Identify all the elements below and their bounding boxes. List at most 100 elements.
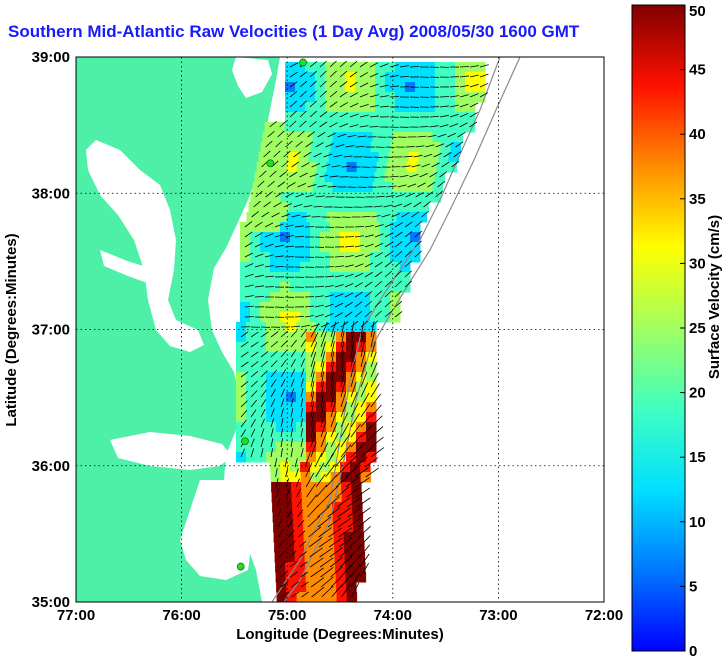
velocity-arrow bbox=[349, 81, 358, 88]
velocity-arrow bbox=[350, 573, 360, 588]
colorbar-tick-label: 25 bbox=[689, 320, 706, 337]
velocity-arrow bbox=[296, 488, 302, 498]
velocity-arrow bbox=[270, 379, 277, 388]
colorbar-tick-label: 0 bbox=[689, 643, 697, 659]
velocity-arrow bbox=[291, 161, 300, 168]
velocity-arrow bbox=[350, 320, 359, 328]
velocity-cell bbox=[300, 462, 311, 473]
velocity-cell bbox=[291, 492, 303, 503]
velocity-arrow bbox=[336, 486, 350, 498]
velocity-arrow bbox=[315, 195, 325, 198]
velocity-arrow bbox=[404, 240, 413, 248]
velocity-arrow bbox=[306, 494, 318, 508]
velocity-arrow bbox=[287, 130, 295, 138]
velocity-arrow bbox=[360, 562, 369, 578]
velocity-arrow bbox=[260, 351, 269, 358]
velocity-arrow bbox=[273, 202, 282, 208]
velocity-arrow bbox=[289, 81, 298, 88]
velocity-cell bbox=[274, 542, 285, 553]
velocity-arrow bbox=[319, 70, 327, 78]
velocity-cell bbox=[306, 362, 317, 373]
velocity-arrow bbox=[240, 341, 249, 348]
velocity-cell bbox=[296, 352, 307, 363]
velocity-arrow bbox=[320, 442, 329, 458]
velocity-cell bbox=[346, 362, 357, 373]
velocity-cell bbox=[326, 342, 337, 353]
velocity-arrow bbox=[270, 331, 279, 338]
chart-title: Southern Mid-Atlantic Raw Velocities (1 … bbox=[8, 22, 580, 41]
colorbar-tick-label: 30 bbox=[689, 255, 706, 272]
velocity-cell bbox=[256, 432, 267, 443]
velocity-arrow bbox=[309, 90, 317, 98]
velocity-cell bbox=[296, 372, 307, 383]
velocity-arrow bbox=[339, 112, 349, 118]
velocity-arrow bbox=[240, 448, 245, 458]
velocity-arrow bbox=[299, 561, 308, 568]
velocity-cell bbox=[366, 332, 377, 343]
velocity-arrow bbox=[305, 194, 315, 198]
velocity-arrow bbox=[308, 537, 323, 548]
velocity-arrow bbox=[374, 233, 384, 238]
grid-lines bbox=[76, 57, 604, 602]
velocity-arrow bbox=[279, 120, 287, 128]
velocity-arrow bbox=[374, 280, 383, 288]
velocity-cell bbox=[316, 372, 327, 383]
velocity-cell bbox=[346, 442, 357, 453]
y-tick-label: 38:00 bbox=[32, 185, 70, 202]
velocity-cell bbox=[336, 372, 347, 383]
velocity-arrow bbox=[280, 438, 283, 448]
velocity-arrow bbox=[411, 211, 420, 218]
velocity-arrow bbox=[340, 321, 349, 328]
velocity-arrow bbox=[334, 293, 344, 298]
velocity-arrow bbox=[339, 81, 348, 88]
velocity-arrow bbox=[344, 245, 354, 248]
velocity-cell bbox=[316, 442, 327, 453]
velocity-arrow bbox=[319, 547, 334, 558]
velocity-cell bbox=[302, 502, 313, 513]
velocity-arrow bbox=[286, 498, 292, 508]
velocity-arrow bbox=[280, 340, 288, 348]
velocity-arrow bbox=[319, 60, 327, 68]
velocity-arrow bbox=[404, 280, 413, 288]
velocity-arrow bbox=[264, 265, 274, 268]
velocity-cell bbox=[354, 552, 366, 563]
velocity-arrow bbox=[355, 146, 365, 148]
velocity-cell bbox=[346, 582, 357, 593]
velocity-arrow bbox=[354, 272, 364, 278]
velocity-arrow bbox=[355, 477, 370, 488]
velocity-arrow bbox=[318, 527, 332, 538]
albemarle-sound bbox=[110, 432, 232, 470]
velocity-arrow bbox=[299, 172, 308, 178]
velocity-arrow bbox=[404, 221, 413, 228]
velocity-arrow bbox=[327, 507, 341, 518]
velocity-arrow bbox=[374, 224, 384, 228]
velocity-arrow bbox=[445, 142, 454, 148]
velocity-arrow bbox=[403, 155, 413, 158]
velocity-arrow bbox=[315, 463, 325, 478]
velocity-cell bbox=[296, 342, 307, 353]
velocity-cell bbox=[296, 362, 307, 373]
velocity-arrow bbox=[280, 378, 286, 388]
velocity-arrow bbox=[469, 102, 479, 108]
velocity-arrow bbox=[299, 90, 307, 98]
velocity-cell bbox=[292, 512, 304, 523]
velocity-arrow bbox=[394, 311, 403, 318]
velocity-arrow bbox=[265, 191, 273, 198]
velocity-arrow bbox=[323, 153, 333, 158]
velocity-arrow bbox=[309, 547, 323, 558]
velocity-arrow bbox=[293, 203, 303, 208]
velocity-arrow bbox=[394, 250, 403, 258]
velocity-cell bbox=[306, 412, 317, 423]
velocity-arrow bbox=[431, 162, 440, 168]
velocity-arrow bbox=[350, 563, 361, 578]
velocity-cell bbox=[326, 412, 337, 423]
velocity-arrow bbox=[265, 140, 273, 148]
velocity-arrow bbox=[437, 181, 445, 188]
velocity-arrow bbox=[277, 508, 282, 518]
velocity-arrow bbox=[309, 557, 324, 568]
velocity-arrow bbox=[373, 205, 383, 208]
velocity-cell bbox=[316, 412, 327, 423]
velocity-cell bbox=[292, 502, 303, 513]
velocity-arrow bbox=[404, 260, 412, 268]
